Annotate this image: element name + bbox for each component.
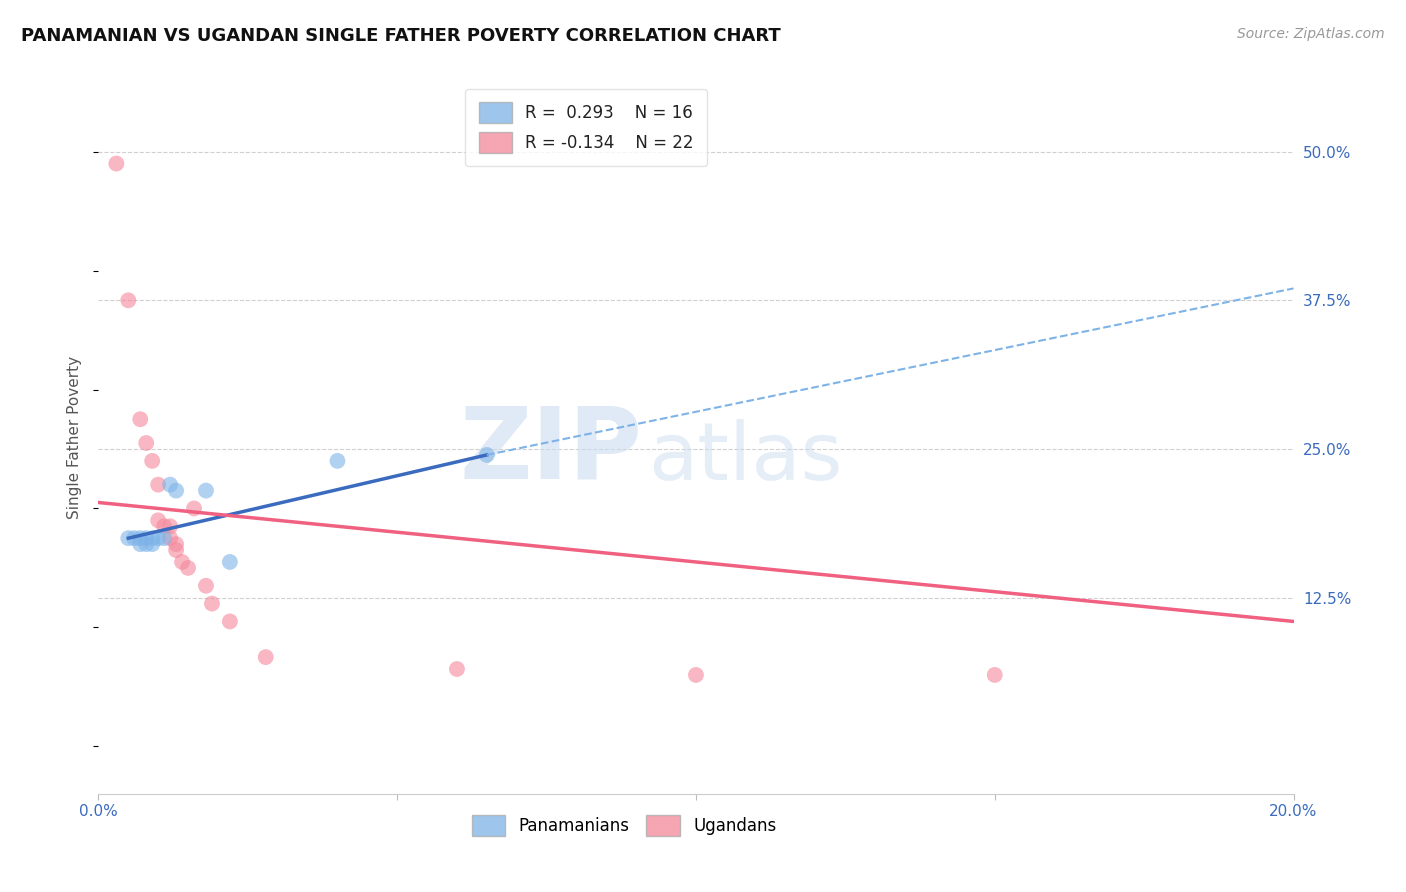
Y-axis label: Single Father Poverty: Single Father Poverty [67, 356, 83, 518]
Point [165, 543, 187, 558]
Point [326, 454, 349, 468]
Point [159, 519, 181, 533]
Point [148, 477, 170, 491]
Point [183, 501, 205, 516]
Point [201, 597, 224, 611]
Text: PANAMANIAN VS UGANDAN SINGLE FATHER POVERTY CORRELATION CHART: PANAMANIAN VS UGANDAN SINGLE FATHER POVE… [21, 27, 780, 45]
Point [153, 519, 176, 533]
Point [219, 555, 242, 569]
Text: ZIP: ZIP [460, 403, 643, 500]
Point [148, 513, 170, 527]
Point [254, 650, 277, 665]
Point [984, 668, 1007, 682]
Point [165, 537, 187, 551]
Legend: Panamanians, Ugandans: Panamanians, Ugandans [465, 808, 783, 843]
Text: atlas: atlas [648, 419, 842, 498]
Point [117, 293, 139, 308]
Point [117, 531, 139, 545]
Point [685, 668, 707, 682]
Point [219, 615, 242, 629]
Text: Source: ZipAtlas.com: Source: ZipAtlas.com [1237, 27, 1385, 41]
Point [124, 531, 146, 545]
Point [195, 483, 218, 498]
Point [148, 531, 170, 545]
Point [172, 555, 194, 569]
Point [141, 531, 163, 545]
Point [446, 662, 468, 676]
Point [129, 412, 152, 426]
Point [165, 483, 187, 498]
Point [135, 537, 157, 551]
Point [141, 454, 163, 468]
Point [105, 156, 128, 170]
Point [141, 537, 163, 551]
Point [159, 477, 181, 491]
Point [135, 531, 157, 545]
Point [159, 531, 181, 545]
Point [195, 579, 218, 593]
Point [177, 561, 200, 575]
Point [129, 537, 152, 551]
Point [153, 531, 176, 545]
Point [129, 531, 152, 545]
Point [475, 448, 498, 462]
Point [135, 436, 157, 450]
